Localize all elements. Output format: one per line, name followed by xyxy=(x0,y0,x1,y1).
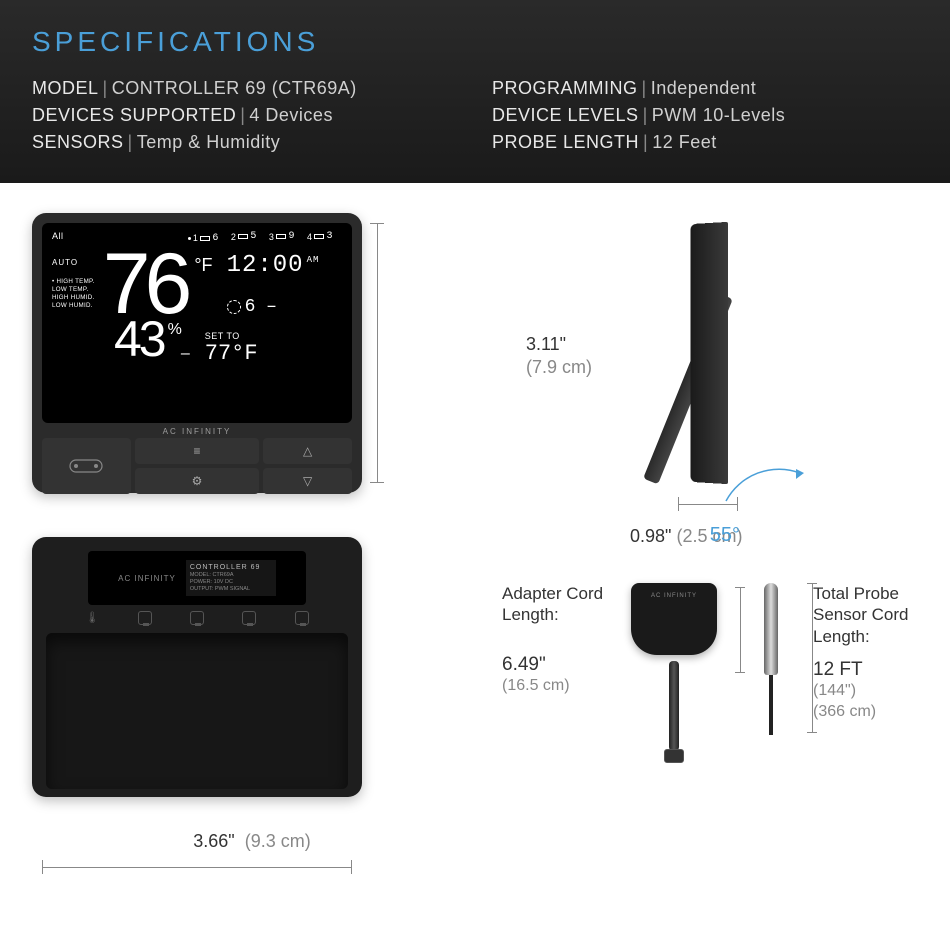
adapter-plug xyxy=(664,749,684,763)
device-front-view: All 16 25 39 43 AUTO • HIGH TEMP. LOW TE… xyxy=(32,213,472,493)
device-back-view: AC INFINITY CONTROLLER 69 MODEL: CTR69A … xyxy=(32,537,472,852)
fan-level: 6 – xyxy=(227,297,320,317)
probe-length-cm: (366 cm) xyxy=(813,702,918,723)
angle-label: 55° xyxy=(710,524,740,547)
spec-row: SENSORS|Temp & Humidity xyxy=(32,132,458,153)
spec-row: MODEL|CONTROLLER 69 (CTR69A) xyxy=(32,78,458,99)
adapter-graphic: AC INFINITY xyxy=(619,583,729,852)
back-ports: 🌡 xyxy=(46,611,348,625)
button-panel: ≡ △ ⚙ ▽ xyxy=(42,438,352,494)
height-dimension-line xyxy=(370,223,388,483)
probe-dim-bracket xyxy=(807,583,817,733)
screen-status-col: AUTO • HIGH TEMP. LOW TEMP. HIGH HUMID. … xyxy=(52,258,95,311)
spec-header: SPECIFICATIONS MODEL|CONTROLLER 69 (CTR6… xyxy=(0,0,950,183)
adapter-length: 6.49" xyxy=(502,654,607,676)
angle-arc xyxy=(722,465,812,505)
rating-label: CONTROLLER 69 MODEL: CTR69A POWER: 10V D… xyxy=(186,560,276,596)
set-to: SET TO 77°F xyxy=(205,331,258,366)
spec-row: PROGRAMMING|Independent xyxy=(492,78,918,99)
spec-row: PROBE LENGTH|12 Feet xyxy=(492,132,918,153)
device-side-view: 0.98" (2.5 cm) 55° xyxy=(502,213,918,493)
side-body xyxy=(690,222,728,484)
probe-title: Total Probe Sensor Cord Length: xyxy=(813,583,918,647)
width-dimension-label: 3.66" (9.3 cm) xyxy=(32,831,472,852)
probe-length-in: (144") xyxy=(813,681,918,702)
probe-length: 12 FT xyxy=(813,659,918,681)
screen-top-row: All 16 25 39 43 xyxy=(52,231,342,244)
humidity-reading: 43%– xyxy=(114,317,187,362)
down-button[interactable]: ▽ xyxy=(263,468,352,494)
temperature-reading: 76°F xyxy=(103,248,213,321)
spec-row: DEVICES SUPPORTED|4 Devices xyxy=(32,105,458,126)
thermometer-icon: 🌡 xyxy=(85,611,99,625)
device-front: All 16 25 39 43 AUTO • HIGH TEMP. LOW TE… xyxy=(32,213,362,493)
mounting-cavity xyxy=(46,633,348,789)
probe-cord-info: Total Probe Sensor Cord Length: 12 FT (1… xyxy=(813,583,918,852)
port-icon xyxy=(295,611,309,625)
menu-button[interactable]: ≡ xyxy=(135,438,259,464)
port-readouts: 16 25 39 43 xyxy=(188,231,342,244)
port-icon xyxy=(138,611,152,625)
side-silhouette: 0.98" (2.5 cm) 55° xyxy=(640,223,780,493)
adapter-head: AC INFINITY xyxy=(631,583,717,655)
all-label: All xyxy=(52,231,64,244)
adapter-title: Adapter Cord Length: xyxy=(502,583,607,626)
back-label-area: AC INFINITY CONTROLLER 69 MODEL: CTR69A … xyxy=(88,551,305,605)
probe-tip xyxy=(764,583,778,675)
product-diagrams: All 16 25 39 43 AUTO • HIGH TEMP. LOW TE… xyxy=(0,183,950,872)
mode-button[interactable] xyxy=(42,438,131,494)
cords-panel: Adapter Cord Length: 6.49" (16.5 cm) AC … xyxy=(502,583,918,852)
mode-label: AUTO xyxy=(52,258,95,268)
settings-button[interactable]: ⚙ xyxy=(135,468,259,494)
clock-reading: 12:00AM xyxy=(227,252,320,279)
port-icon xyxy=(242,611,256,625)
width-dimension-line xyxy=(42,860,352,876)
adapter-cable xyxy=(669,661,679,751)
up-button[interactable]: △ xyxy=(263,438,352,464)
port-icon xyxy=(190,611,204,625)
brand-label: AC INFINITY xyxy=(118,574,176,583)
spec-grid: MODEL|CONTROLLER 69 (CTR69A) PROGRAMMING… xyxy=(32,78,918,153)
adapter-cord-info: Adapter Cord Length: 6.49" (16.5 cm) xyxy=(502,583,607,852)
spec-title: SPECIFICATIONS xyxy=(32,26,918,58)
device-back: AC INFINITY CONTROLLER 69 MODEL: CTR69A … xyxy=(32,537,362,797)
lcd-screen: All 16 25 39 43 AUTO • HIGH TEMP. LOW TE… xyxy=(42,223,352,423)
spec-row: DEVICE LEVELS|PWM 10-Levels xyxy=(492,105,918,126)
probe-graphic xyxy=(741,583,801,852)
brand-label: AC INFINITY xyxy=(42,423,352,438)
adapter-length-cm: (16.5 cm) xyxy=(502,676,607,697)
